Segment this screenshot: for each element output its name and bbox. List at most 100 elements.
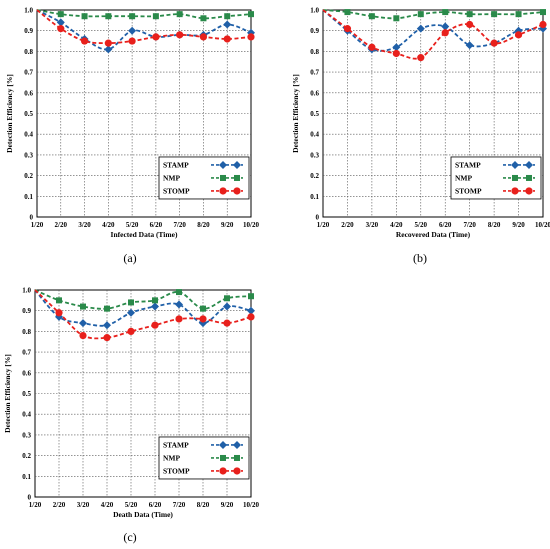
data-point-nmp xyxy=(200,305,206,312)
panel-label: (c) xyxy=(123,530,136,544)
series-line-stomp xyxy=(322,9,544,60)
y-axis-label: Detection Efficiency [%] xyxy=(5,74,14,153)
y-tick-label: 0.9 xyxy=(24,27,33,35)
series-line-nmp xyxy=(34,289,252,310)
legend-swatch-marker xyxy=(234,454,240,461)
series-line-stamp xyxy=(34,289,252,327)
data-point-stamp xyxy=(223,20,232,29)
panel-label: (a) xyxy=(123,251,136,265)
y-tick-label: 0.3 xyxy=(310,151,319,159)
panel-label: (b) xyxy=(413,251,427,265)
data-point-stomp xyxy=(223,319,231,327)
data-point-nmp xyxy=(105,13,112,20)
data-point-nmp xyxy=(393,15,400,22)
y-tick-label: 0.7 xyxy=(310,69,319,77)
data-point-stamp xyxy=(441,22,450,31)
x-tick-label: 10/20 xyxy=(243,501,259,509)
data-point-stomp xyxy=(152,33,160,41)
data-point-nmp xyxy=(176,11,183,18)
data-point-stomp xyxy=(128,37,136,45)
x-tick-label: 1/20 xyxy=(29,501,42,509)
data-point-stomp xyxy=(151,321,159,329)
data-point-nmp xyxy=(81,13,88,20)
legend-label-stamp: STAMP xyxy=(163,440,189,449)
y-tick-label: 0.1 xyxy=(22,473,31,481)
y-axis-label: Detection Efficiency [%] xyxy=(291,74,300,153)
y-tick-label: 0.6 xyxy=(22,369,31,377)
data-point-stamp xyxy=(56,18,65,27)
y-tick-label: 0.9 xyxy=(310,27,319,35)
x-tick-label: 2/20 xyxy=(341,221,354,229)
x-tick-label: 5/20 xyxy=(126,221,139,229)
legend-swatch-marker xyxy=(233,160,241,169)
data-point-nmp xyxy=(417,11,424,18)
x-tick-label: 6/20 xyxy=(149,501,162,509)
legend: STAMP NMP STOMP xyxy=(450,156,542,200)
legend: STAMP NMP STOMP xyxy=(158,156,250,200)
data-point-stamp xyxy=(392,43,401,52)
data-point-stomp xyxy=(247,313,255,321)
legend-swatch-marker xyxy=(220,454,226,461)
data-point-stomp xyxy=(466,20,474,29)
data-point-stomp xyxy=(80,37,89,45)
legend-swatch-marker xyxy=(219,440,227,449)
series-line-stamp xyxy=(322,9,544,52)
x-tick-label: 1/20 xyxy=(31,221,44,229)
chart-panel-3: 0 0.1 0.2 0.3 0.4 0.5 0.6 0.7 0.8 0.9 1.0 1/20 2/20 3… xyxy=(3,287,259,545)
x-tick-label: 10/20 xyxy=(535,221,550,229)
data-point-stomp xyxy=(127,327,135,335)
legend-swatch-marker xyxy=(525,187,533,195)
x-tick-label: 8/20 xyxy=(197,501,210,509)
data-point-stomp xyxy=(175,315,183,323)
x-axis-label: Recovered Data (Time) xyxy=(396,230,471,239)
legend-label-stomp: STOMP xyxy=(163,186,190,195)
x-tick-label: 4/20 xyxy=(101,501,114,509)
y-tick-label: 0.6 xyxy=(24,89,33,97)
legend-swatch-marker xyxy=(525,160,533,169)
y-tick-label: 1.0 xyxy=(310,7,319,15)
data-point-nmp xyxy=(200,15,207,22)
series-stamp xyxy=(322,9,547,54)
data-point-stamp xyxy=(465,41,474,50)
data-point-stomp xyxy=(57,25,65,33)
y-tick-label: 0.7 xyxy=(22,349,31,357)
y-tick-label: 1.0 xyxy=(24,7,33,15)
data-point-nmp xyxy=(129,13,136,20)
legend-swatch-marker xyxy=(512,174,518,181)
x-tick-label: 6/20 xyxy=(150,221,163,229)
data-point-stomp xyxy=(199,315,207,323)
y-tick-label: 0.9 xyxy=(22,307,31,315)
y-tick-label: 0.3 xyxy=(24,151,33,159)
y-tick-label: 0.1 xyxy=(310,193,319,201)
y-tick-label: 0.8 xyxy=(22,328,31,336)
series-stamp xyxy=(34,289,255,330)
data-point-stamp xyxy=(103,321,111,330)
y-tick-label: 0.3 xyxy=(22,431,31,439)
y-tick-label: 0.7 xyxy=(24,69,33,77)
series-line-stomp xyxy=(36,9,252,45)
data-point-stomp xyxy=(55,309,63,317)
legend-swatch-marker xyxy=(511,160,519,169)
data-point-nmp xyxy=(248,11,254,18)
x-tick-label: 6/20 xyxy=(439,221,452,229)
y-tick-label: 0.8 xyxy=(310,48,319,56)
data-point-stomp xyxy=(104,39,112,47)
x-tick-label: 8/20 xyxy=(488,221,501,229)
y-tick-label: 0.2 xyxy=(310,172,319,180)
data-point-stomp xyxy=(176,31,184,39)
y-tick-label: 0.1 xyxy=(24,193,33,201)
data-point-nmp xyxy=(442,9,449,16)
x-tick-label: 9/20 xyxy=(221,501,234,509)
data-point-stamp xyxy=(223,302,231,311)
y-tick-label: 0.4 xyxy=(24,131,33,139)
x-tick-label: 9/20 xyxy=(512,221,525,229)
series-line-stamp xyxy=(36,9,252,51)
data-point-stomp xyxy=(103,334,111,342)
series-nmp xyxy=(36,9,254,22)
x-tick-label: 3/20 xyxy=(78,221,91,229)
series-stomp xyxy=(322,9,547,62)
data-point-stamp xyxy=(175,300,183,309)
data-point-stomp xyxy=(343,25,352,33)
chart-panel-2: 0 0.1 0.2 0.3 0.4 0.5 0.6 0.7 0.8 0.9 1.0 1/20 2/20 3… xyxy=(291,7,550,266)
x-tick-label: 8/20 xyxy=(197,221,210,229)
